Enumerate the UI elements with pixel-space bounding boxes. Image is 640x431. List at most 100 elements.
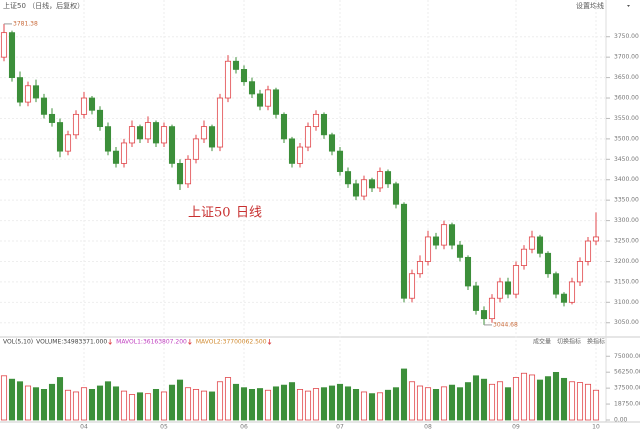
candle-body [8,32,16,78]
y-tick-label: 3650.00 [614,74,639,81]
volume-bar [480,378,488,421]
volume-bar [296,388,304,421]
candle-body [464,256,472,287]
down-arrow [108,339,112,345]
volume-bar [144,393,152,421]
volume-bar [576,382,584,421]
volume-bar [336,383,344,421]
menu-caret[interactable] [627,5,630,7]
volume-bar [16,381,24,421]
y-tick-label: 3200.00 [614,258,639,265]
y-tick-label: 3750.00 [614,33,639,40]
volume-bar [312,388,320,421]
volume-bar [8,378,16,421]
volume-bar [416,385,424,421]
indicator-button[interactable]: 切换指标 [557,338,581,346]
volume-bar [536,379,544,421]
candle-body [216,97,224,148]
candle-body [520,248,528,266]
candle-body [384,171,392,185]
volume-bar [448,384,456,421]
volume-header: MAVOL1:36163807.200 [116,339,187,346]
volume-bar [48,383,56,421]
volume-bar [88,388,96,421]
x-tick-label: 07 [336,424,344,431]
volume-bar [496,381,504,421]
candle-body [296,146,304,164]
candle-body [240,69,248,83]
candle-body [280,113,288,140]
y-tick-label: 3700.00 [614,54,639,61]
y-tick-label: 3600.00 [614,95,639,102]
volume-bar [592,389,600,421]
min-label: 3044.68 [493,321,518,328]
candle-body [136,126,144,140]
candle-body [176,162,184,185]
candle-body [488,297,496,320]
candle-body [0,32,8,58]
candle-body [200,126,208,140]
y-tick-label: 75000.00 [614,353,640,360]
y-tick-label: 3050.00 [614,319,639,326]
volume-bar [40,388,48,421]
candle-body [544,252,552,275]
volume-bar [80,387,88,421]
volume-bar [272,386,280,421]
y-tick-label: 3450.00 [614,156,639,163]
candle-body [392,183,400,205]
y-tick-label: 0.00 [614,417,628,424]
candle-body [496,281,504,299]
candle-body [400,203,408,299]
volume-bar [104,381,112,421]
candle-body [304,126,312,148]
candle-body [456,244,464,258]
volume-bar [376,392,384,421]
candle-body [224,60,232,99]
volume-bar [560,377,568,421]
volume-bar [232,383,240,421]
candle-body [328,134,336,152]
volume-bar [64,389,72,421]
volume-bar [472,375,480,421]
volume-bar [344,386,352,421]
candle-body [504,281,512,295]
volume-bar [440,386,448,421]
candle-body [416,261,424,275]
volume-bar [184,387,192,421]
volume-bar [568,381,576,421]
x-tick-label: 04 [80,424,88,431]
volume-bar [160,391,168,421]
volume-bar [464,382,472,421]
volume-bar [248,388,256,421]
candle-body [352,183,360,197]
candle-body [120,142,128,164]
menu-button[interactable]: 设置均线 [576,1,604,10]
indicator-button[interactable]: 换指标 [587,338,605,346]
candle-body [312,113,320,128]
volume-bar [72,391,80,421]
down-arrow [188,339,192,345]
volume-bar [328,385,336,421]
volume-bar [128,394,136,421]
candle-body [192,138,200,160]
candle-body [232,60,240,70]
indicator-button[interactable]: 成交量 [533,338,551,346]
volume-header: MAVOL2:37700062.500 [196,339,267,346]
volume-bar [552,371,560,421]
candle-body [256,93,264,107]
x-tick-label: 10 [592,424,600,431]
candle-body [248,81,256,95]
volume-bar [176,379,184,421]
volume-bar [392,387,400,421]
candle-body [424,236,432,262]
volume-bar [520,372,528,421]
volume-bar [56,377,64,421]
volume-bar [584,383,592,421]
y-tick-label: 3550.00 [614,115,639,122]
candle-body [584,240,592,262]
volume-bar [264,389,272,421]
candle-body [56,122,64,152]
